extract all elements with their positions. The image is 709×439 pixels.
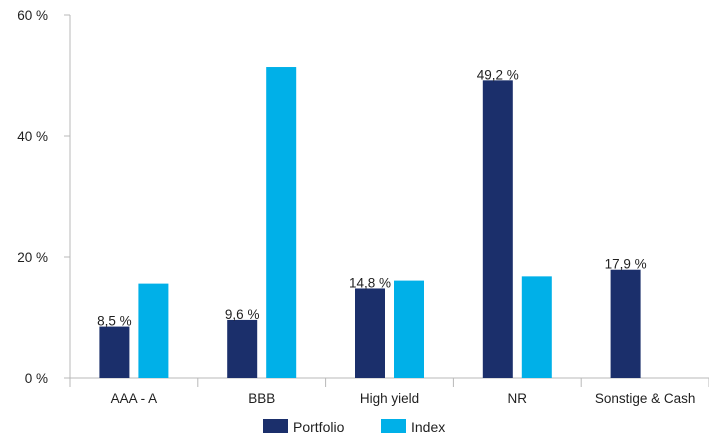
legend-label-index: Index [411,419,445,435]
legend-label-portfolio: Portfolio [293,419,345,435]
data-label-portfolio-3: 49,2 % [477,67,519,82]
data-label-portfolio-0: 8,5 % [97,314,132,329]
x-tick-label: BBB [248,391,275,406]
y-tick-label: 60 % [17,8,48,23]
bar-portfolio-4 [610,269,641,378]
y-tick-label: 20 % [17,250,48,265]
legend: Portfolio Index [263,419,445,435]
x-tick-label: AAA - A [111,391,158,406]
bar-index-1 [266,67,297,378]
legend-swatch-index [381,419,406,433]
x-tick-label: High yield [360,391,419,406]
x-tick-label: NR [508,391,528,406]
bar-portfolio-0 [99,326,130,378]
bar-portfolio-1 [227,319,258,378]
bar-portfolio-2 [355,288,385,378]
data-label-portfolio-4: 17,9 % [605,257,647,272]
data-label-portfolio-1: 9,6 % [225,307,260,322]
x-tick-label: Sonstige & Cash [595,391,696,406]
x-axis: AAA - A BBB High yield NR Sonstige & Cash [69,377,709,406]
bars [99,67,641,378]
bar-index-0 [138,283,169,378]
bar-index-2 [394,280,424,378]
data-labels: 8,5 % 9,6 % 14,8 % 49,2 % 17,9 % [97,67,646,328]
bar-portfolio-3 [482,80,513,378]
data-label-portfolio-2: 14,8 % [349,275,391,290]
y-axis: 0 % 20 % 40 % 60 % [17,8,71,386]
y-tick-label: 0 % [25,371,48,386]
bar-index-3 [521,276,552,378]
y-tick-label: 40 % [17,129,48,144]
legend-swatch-portfolio [263,419,288,433]
